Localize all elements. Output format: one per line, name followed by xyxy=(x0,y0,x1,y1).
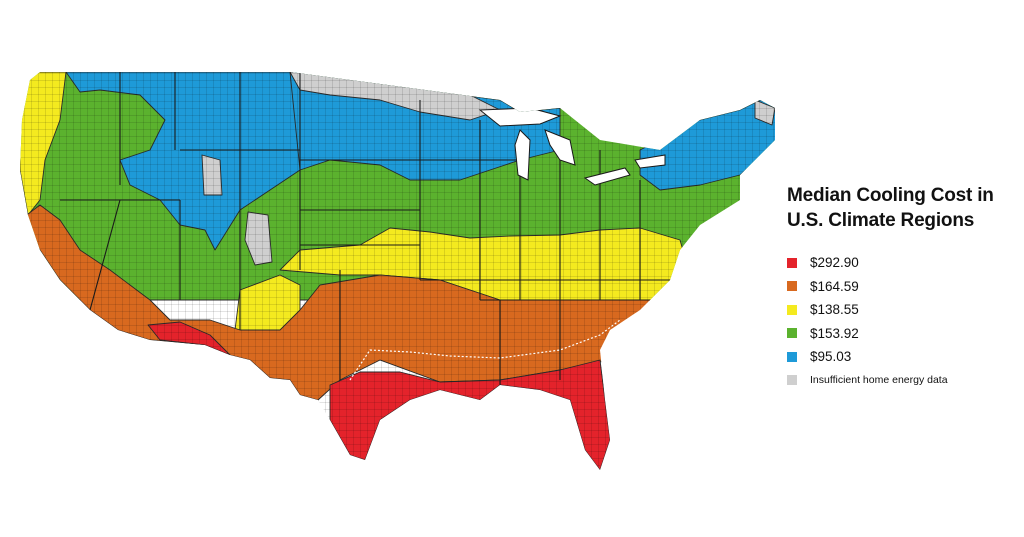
legend-swatch xyxy=(787,375,797,386)
legend-swatch xyxy=(787,351,797,362)
legend-item: $164.59 xyxy=(787,275,1017,299)
lake-huron xyxy=(544,129,576,166)
legend-label: $164.59 xyxy=(810,278,859,294)
legend-items: $292.90 $164.59 $138.55 $153.92 $95.03 Insuff… xyxy=(787,251,1017,392)
legend-label: $95.03 xyxy=(810,349,852,365)
legend-swatch xyxy=(787,328,797,339)
legend-label: $292.90 xyxy=(810,255,859,271)
legend-label: Insufficient home energy data xyxy=(810,374,948,387)
legend-swatch xyxy=(787,304,797,315)
legend-item: Insufficient home energy data xyxy=(787,369,1017,393)
region-no-data-idaho xyxy=(201,154,223,196)
legend-label: $153.92 xyxy=(810,325,859,341)
legend-swatch xyxy=(787,281,797,292)
lake-michigan xyxy=(514,129,531,181)
legend-item: $153.92 xyxy=(787,322,1017,346)
gulf-subregion-line xyxy=(349,319,621,381)
state-boundaries xyxy=(60,72,680,385)
legend-swatch xyxy=(787,257,797,268)
lake-ontario xyxy=(634,154,666,169)
legend-label: $138.55 xyxy=(810,302,859,318)
legend-title: Median Cooling Cost in U.S. Climate Regi… xyxy=(787,185,994,231)
legend: Median Cooling Cost in U.S. Climate Regi… xyxy=(787,183,1017,392)
lake-erie xyxy=(583,167,631,186)
legend-item: $95.03 xyxy=(787,345,1017,369)
legend-item: $138.55 xyxy=(787,298,1017,322)
legend-item: $292.90 xyxy=(787,251,1017,275)
